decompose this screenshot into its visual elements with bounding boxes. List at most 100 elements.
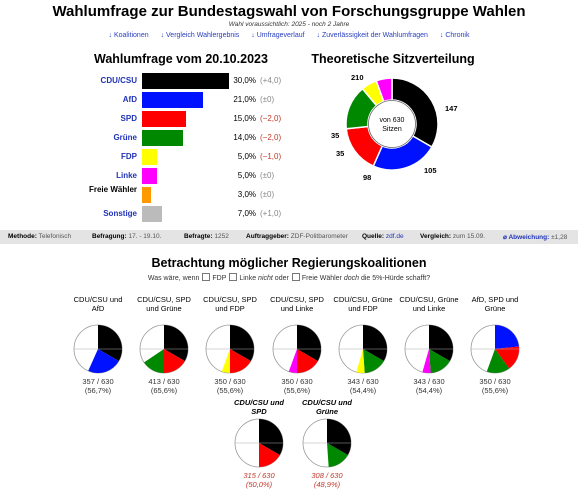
poll-change: (±0) [260, 95, 275, 104]
nav-link-chronik[interactable]: ↓ Chronik [439, 32, 470, 39]
poll-change: (+1,0) [260, 209, 282, 218]
coalition-name: CDU/CSU, Grüne und Linke [399, 295, 459, 313]
poll-bar [142, 92, 203, 108]
poll-bar [142, 206, 163, 222]
seat-donut-center-bottom: Sitzen [382, 126, 402, 133]
coalition-slice [288, 349, 297, 373]
coalition-seats: 343 / 630 [347, 377, 379, 386]
nav-link-vergleich[interactable]: ↓ Vergleich Wahlergebnis [160, 32, 240, 39]
fdp-checkbox[interactable] [202, 273, 211, 281]
poll-bar [142, 168, 157, 184]
coalition-pie [272, 324, 322, 374]
poll-percent: 7,0% [237, 209, 256, 218]
coalition-slice [259, 419, 283, 455]
seat-label: 35 [331, 131, 340, 140]
party-label: Freie Wähler [88, 185, 137, 194]
linke-option-emphasis: nicht [258, 275, 273, 282]
coalition-pie [470, 324, 520, 374]
coalition-slice [356, 349, 365, 373]
survey-value: 17. - 19.10. [128, 233, 162, 240]
coalition-pie [338, 324, 388, 374]
coalition-pie [139, 324, 189, 374]
seat-label: 105 [424, 166, 437, 175]
client-value: ZDF-Politbarometer [290, 233, 348, 240]
fw-checkbox[interactable] [291, 273, 300, 281]
coalition-seats: 343 / 630 [413, 377, 445, 386]
poll-percent: 15,0% [233, 114, 256, 123]
coalition-percent: (55,6%) [216, 386, 244, 395]
poll-percent: 14,0% [233, 133, 256, 142]
comparison-value: zum 15.09. [452, 233, 486, 240]
seat-label: 98 [363, 173, 372, 182]
coalition-seats: 308 / 630 [311, 471, 343, 480]
coalition-name: CDU/CSU, SPD und Linke [270, 295, 324, 313]
coalition-percent: (56,7%) [84, 386, 112, 395]
party-label[interactable]: Sonstige [103, 209, 137, 218]
deviation-value: ±1,28 [551, 234, 568, 241]
party-label[interactable]: SPD [120, 114, 137, 123]
coalition-seats: 357 / 630 [82, 377, 114, 386]
client-label: Auftraggeber: [246, 233, 289, 240]
coalition-card: CDU/CSU und SPD 315 / 630 (50,0%) [228, 398, 290, 489]
coalition-pie [404, 324, 454, 374]
nav-link-umfrageverlauf[interactable]: ↓ Umfrageverlauf [251, 32, 305, 39]
coalition-slice [495, 346, 519, 369]
coalition-name: CDU/CSU, SPD und Grüne [137, 295, 191, 313]
linke-option-label: Linke [239, 275, 257, 282]
poll-row: CDU/CSU 30,0% (+4,0) [70, 72, 290, 90]
coalition-percent: (50,0%) [245, 480, 273, 489]
coalition-card: CDU/CSU und Grüne 308 / 630 (48,9%) [296, 398, 358, 489]
poll-row: Grüne 14,0% (−2,0) [70, 129, 290, 147]
coalition-seats: 350 / 630 [281, 377, 313, 386]
coalition-slice [429, 325, 453, 361]
coalition-name: CDU/CSU und AfD [73, 295, 123, 313]
coalition-seats: 315 / 630 [243, 471, 275, 480]
poll-bar [142, 73, 229, 89]
coalition-slice [327, 443, 348, 467]
coalition-seats: 350 / 630 [214, 377, 246, 386]
source-link[interactable]: zdf.de [385, 233, 404, 240]
poll-method-bar: Methode: Telefonisch Befragung: 17. - 19… [0, 230, 578, 244]
coalition-name: CDU/CSU, SPD und FDP [203, 295, 257, 313]
coalition-card: CDU/CSU, Grüne und FDP 343 / 630 (54,4%) [332, 295, 394, 395]
coalition-pie [73, 324, 123, 374]
seat-slice [391, 77, 439, 149]
coalition-percent: (55,6%) [481, 386, 509, 395]
method-label: Methode: [8, 233, 37, 240]
poll-change: (−2,0) [260, 133, 282, 142]
coalition-name: CDU/CSU, Grüne und FDP [333, 295, 393, 313]
nav-link-zuverlaessigkeit[interactable]: ↓ Zuverlässigkeit der Wahlumfragen [316, 32, 428, 39]
survey-label: Befragung: [92, 233, 127, 240]
poll-row: AfD 21,0% (±0) [70, 91, 290, 109]
poll-change: (+4,0) [260, 76, 282, 85]
coalition-percent: (54,4%) [349, 386, 377, 395]
coalition-slice [144, 349, 164, 373]
source-label: Quelle: [362, 233, 385, 240]
seat-slice [375, 77, 393, 103]
poll-row: SPD 15,0% (−2,0) [70, 110, 290, 128]
poll-percent: 5,0% [237, 171, 256, 180]
nav-link-koalitionen[interactable]: ↓ Koalitionen [108, 32, 149, 39]
party-label[interactable]: Grüne [113, 133, 137, 142]
coalition-seats: 350 / 630 [479, 377, 511, 386]
poll-bar [142, 111, 186, 127]
coalition-slice [259, 443, 280, 467]
poll-bar [142, 187, 151, 203]
poll-percent: 3,0% [237, 190, 256, 199]
party-label[interactable]: AfD [122, 95, 137, 104]
comparison-label: Vergleich: [420, 233, 452, 240]
coalitions-title: Betrachtung möglicher Regierungskoalitio… [151, 256, 427, 270]
coalition-name: CDU/CSU und Grüne [302, 398, 352, 416]
party-label[interactable]: CDU/CSU [100, 76, 137, 85]
poll-bar [142, 149, 157, 165]
coalition-slice [495, 325, 519, 349]
party-label[interactable]: FDP [121, 152, 137, 161]
party-label[interactable]: Linke [116, 171, 137, 180]
coalition-slice [297, 349, 318, 373]
deviation-label[interactable]: ⌀ Abweichung: [503, 234, 550, 241]
fw-option-label: Freie Wähler [301, 275, 342, 282]
linke-checkbox[interactable] [229, 273, 238, 281]
fw-option-suffix: die 5%-Hürde schafft? [360, 275, 431, 282]
poll-percent: 5,0% [237, 152, 256, 161]
fw-option-emphasis: doch [343, 275, 360, 282]
